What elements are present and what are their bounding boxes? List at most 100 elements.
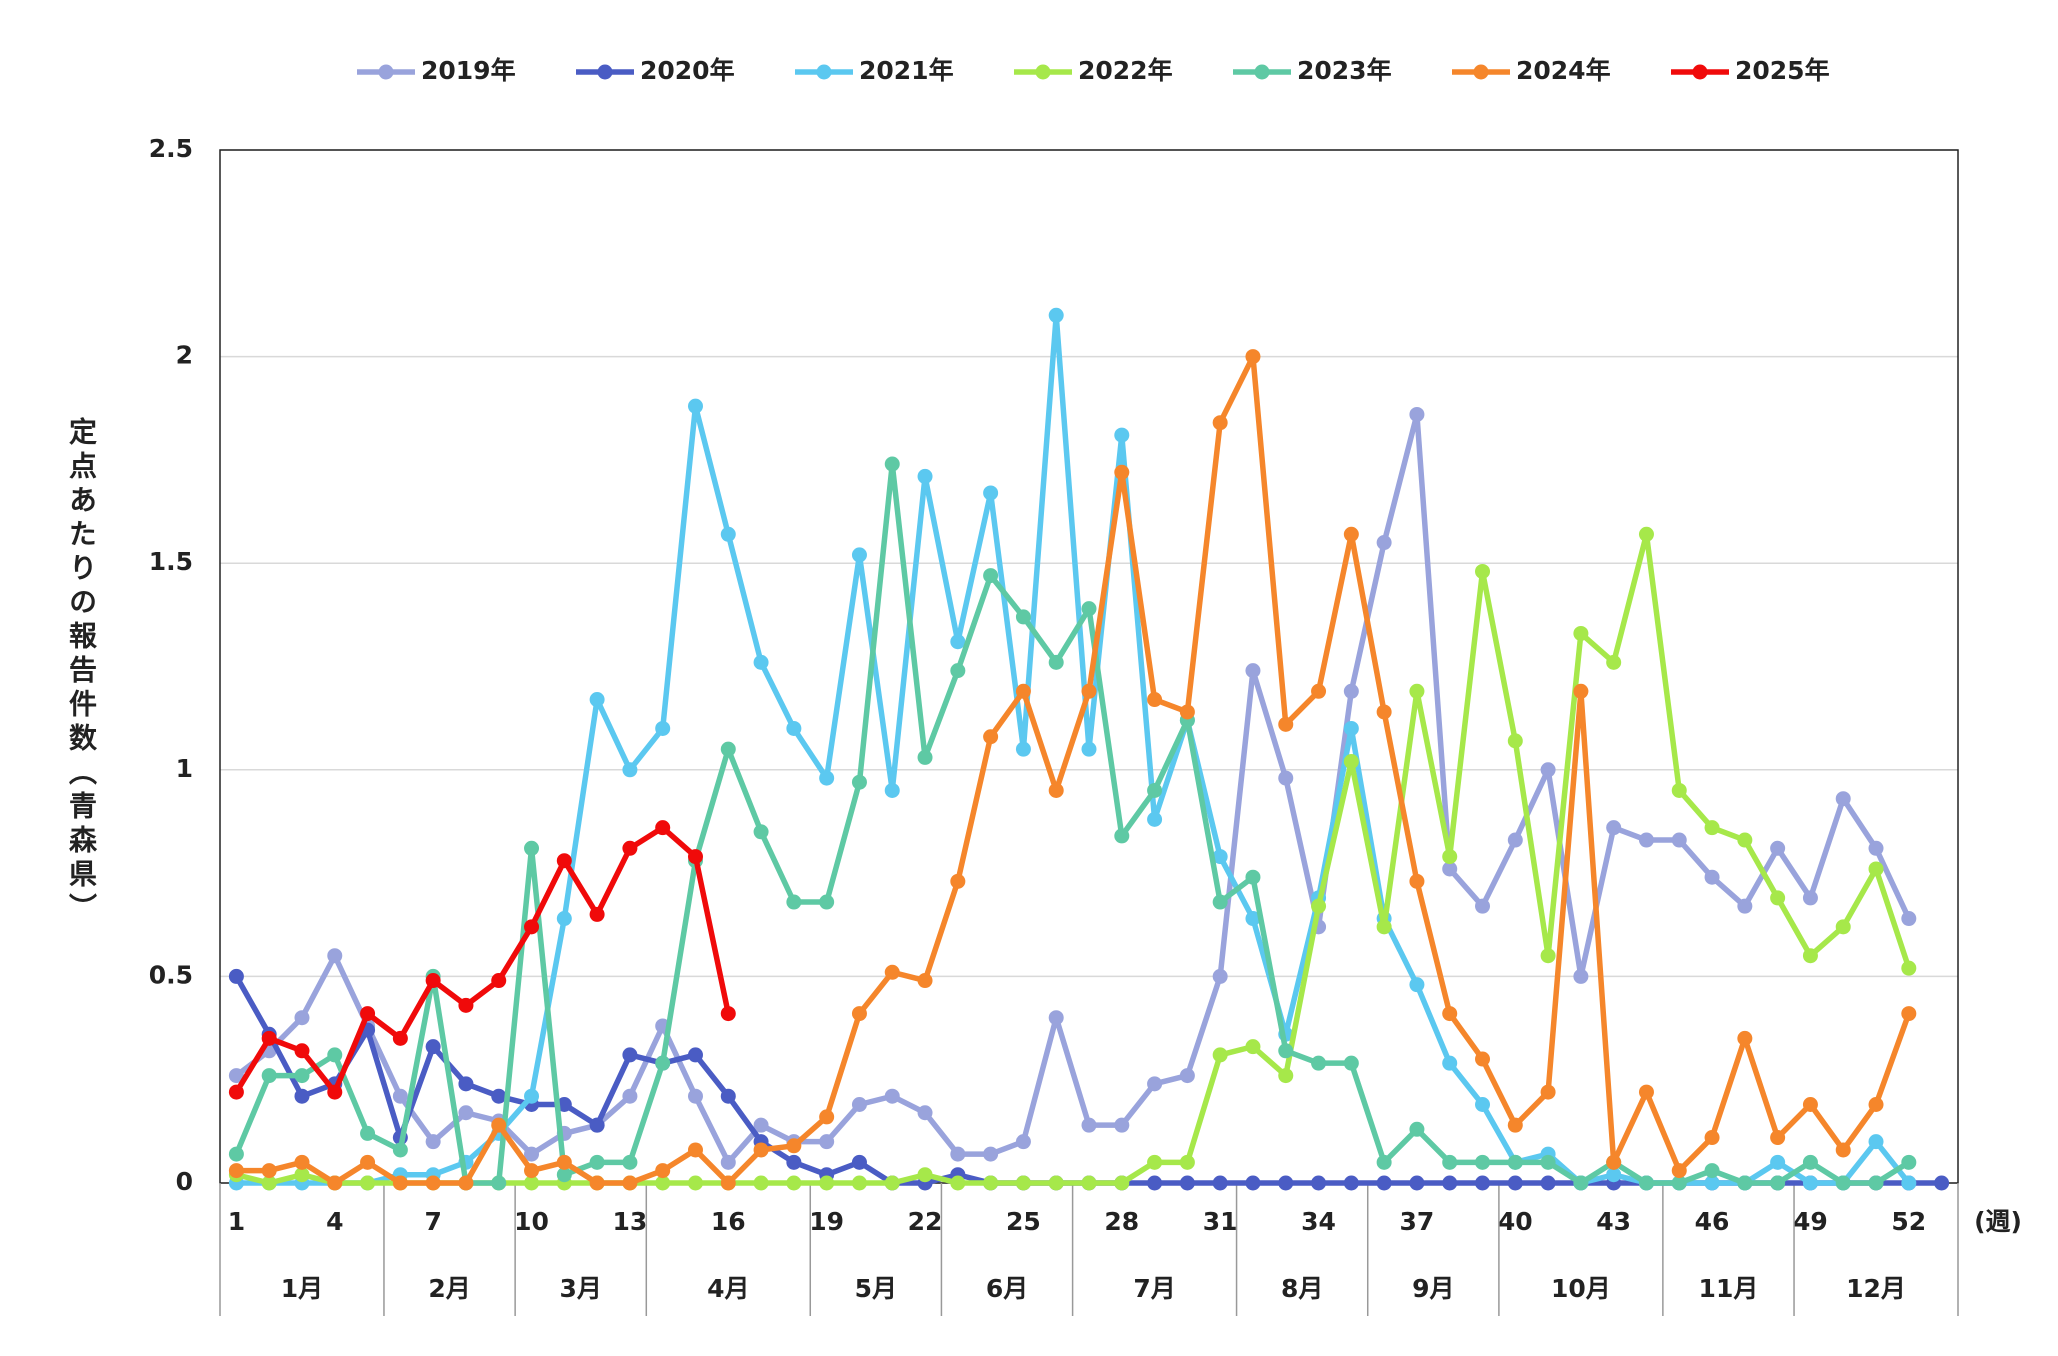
x-tick-label: 19 [809, 1207, 844, 1236]
data-point [1048, 1175, 1064, 1191]
data-point [1540, 1175, 1556, 1191]
x-tick-label: 52 [1891, 1207, 1926, 1236]
x-tick-label: 40 [1498, 1207, 1533, 1236]
data-point [819, 1109, 835, 1125]
data-point [1671, 1175, 1687, 1191]
data-point [1606, 654, 1622, 670]
data-point [228, 1163, 244, 1179]
data-point [1901, 911, 1917, 927]
data-point [1114, 828, 1130, 844]
data-point [228, 968, 244, 984]
legend-label: 2019年 [421, 56, 516, 85]
data-point [1671, 832, 1687, 848]
data-point [655, 1055, 671, 1071]
data-point [851, 1006, 867, 1022]
data-point [294, 1043, 310, 1059]
data-point [655, 720, 671, 736]
data-point [1770, 840, 1786, 856]
data-point [1475, 898, 1491, 914]
data-point [1278, 770, 1294, 786]
data-point [1475, 1154, 1491, 1170]
data-point [753, 1142, 769, 1158]
y-tick-label: 0 [176, 1167, 193, 1196]
data-point [655, 820, 671, 836]
data-point [1147, 811, 1163, 827]
data-point [1311, 683, 1327, 699]
y-tick-label: 1 [176, 754, 193, 783]
data-point [1573, 968, 1589, 984]
data-point [425, 1175, 441, 1191]
data-point [1540, 1084, 1556, 1100]
data-point [294, 1010, 310, 1026]
x-tick-label: 13 [613, 1207, 648, 1236]
data-point [884, 964, 900, 980]
data-point [1540, 762, 1556, 778]
data-point [1737, 832, 1753, 848]
data-point [1212, 1047, 1228, 1063]
data-point [261, 1163, 277, 1179]
data-point [1704, 1130, 1720, 1146]
data-point [851, 774, 867, 790]
month-label: 7月 [1133, 1274, 1175, 1303]
data-point [1081, 741, 1097, 757]
data-point [1704, 869, 1720, 885]
data-point [1179, 704, 1195, 720]
data-point [228, 1068, 244, 1084]
legend-marker [1254, 64, 1270, 80]
data-point [261, 1175, 277, 1191]
data-point [1081, 683, 1097, 699]
data-point [819, 894, 835, 910]
x-unit: (週) [1974, 1207, 2022, 1236]
data-point [1212, 415, 1228, 431]
data-point [819, 770, 835, 786]
series-line [236, 312, 1911, 1186]
data-point [1278, 1068, 1294, 1084]
data-point [851, 1175, 867, 1191]
x-tick-label: 31 [1203, 1207, 1238, 1236]
data-point [327, 1047, 343, 1063]
data-point [589, 906, 605, 922]
x-tick-label: 25 [1006, 1207, 1041, 1236]
data-point [1442, 849, 1458, 865]
data-point [622, 1175, 638, 1191]
data-point [1573, 1175, 1589, 1191]
legend-label: 2020年 [640, 56, 735, 85]
data-point [753, 824, 769, 840]
series-line [234, 975, 1942, 1186]
data-point [589, 1175, 605, 1191]
data-point [556, 1167, 572, 1183]
data-point [1409, 1121, 1425, 1137]
data-point [1507, 733, 1523, 749]
data-point [753, 1175, 769, 1191]
data-point [1179, 1175, 1195, 1191]
legend-marker [378, 64, 394, 80]
data-point [622, 1154, 638, 1170]
data-point [261, 1068, 277, 1084]
data-point [524, 1088, 540, 1104]
data-point [1770, 1175, 1786, 1191]
data-point [1081, 1117, 1097, 1133]
legend-marker [1692, 64, 1708, 80]
legend-label: 2024年 [1516, 56, 1611, 85]
data-point [1737, 898, 1753, 914]
month-label: 10月 [1551, 1274, 1611, 1303]
data-point [884, 1088, 900, 1104]
data-point [1409, 1175, 1425, 1191]
data-point [1376, 1175, 1392, 1191]
data-point [950, 1175, 966, 1191]
data-point [884, 456, 900, 472]
data-point [950, 873, 966, 889]
data-point [1671, 1163, 1687, 1179]
data-point [1868, 1096, 1884, 1112]
data-point [884, 782, 900, 798]
data-point [1835, 919, 1851, 935]
data-point [950, 663, 966, 679]
data-point [1737, 1030, 1753, 1046]
month-label: 9月 [1412, 1274, 1454, 1303]
legend-marker [1473, 64, 1489, 80]
data-point [1868, 1134, 1884, 1150]
data-point [458, 997, 474, 1013]
data-point [655, 1175, 671, 1191]
y-axis-label: 定点あたりの報告件数（青森県） [65, 416, 98, 927]
data-point [1114, 1175, 1130, 1191]
